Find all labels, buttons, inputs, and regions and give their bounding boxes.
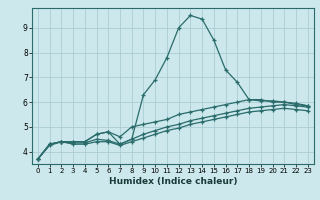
X-axis label: Humidex (Indice chaleur): Humidex (Indice chaleur) bbox=[108, 177, 237, 186]
